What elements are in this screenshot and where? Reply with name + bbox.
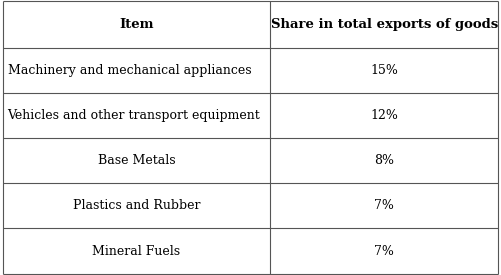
- Text: 8%: 8%: [374, 154, 394, 167]
- Text: Vehicles and other transport equipment: Vehicles and other transport equipment: [8, 109, 260, 122]
- Text: Base Metals: Base Metals: [98, 154, 175, 167]
- Text: Machinery and mechanical appliances: Machinery and mechanical appliances: [8, 64, 251, 77]
- Text: 15%: 15%: [370, 64, 398, 77]
- Text: Item: Item: [119, 18, 154, 31]
- Text: 7%: 7%: [374, 244, 394, 257]
- Text: 12%: 12%: [370, 109, 398, 122]
- Text: Share in total exports of goods: Share in total exports of goods: [271, 18, 498, 31]
- Text: 7%: 7%: [374, 199, 394, 212]
- Text: Plastics and Rubber: Plastics and Rubber: [73, 199, 200, 212]
- Text: Mineral Fuels: Mineral Fuels: [92, 244, 180, 257]
